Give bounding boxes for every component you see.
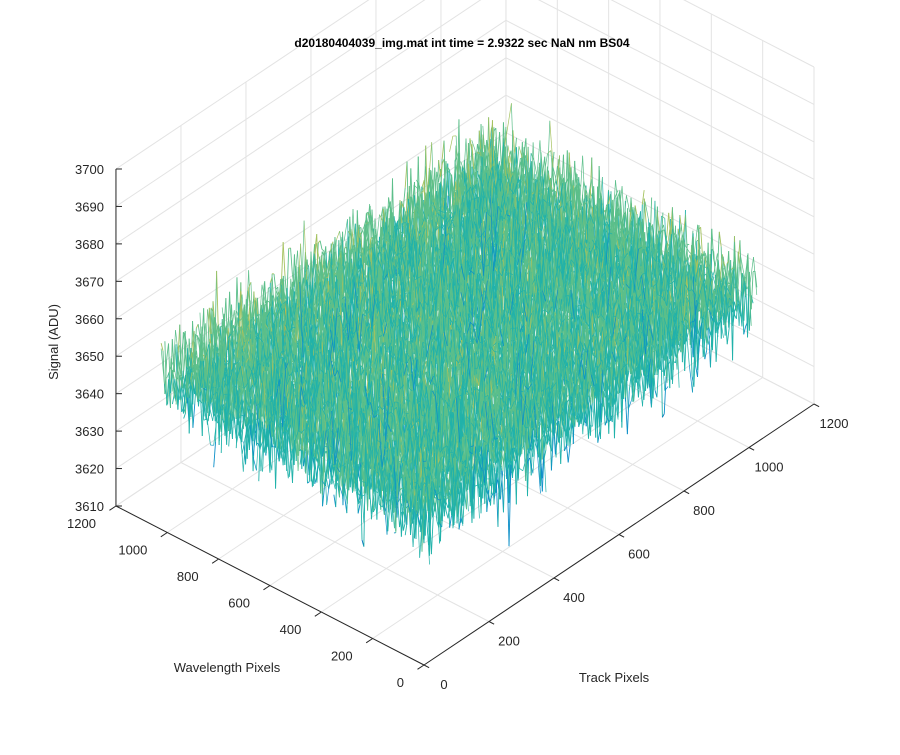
surface-plot: 0200400600800100012000200400600800100012… [0, 0, 900, 750]
